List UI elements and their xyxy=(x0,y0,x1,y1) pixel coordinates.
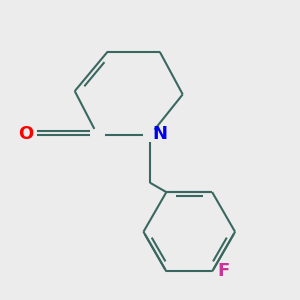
Text: F: F xyxy=(217,262,229,280)
Text: N: N xyxy=(153,124,168,142)
Text: O: O xyxy=(19,124,34,142)
